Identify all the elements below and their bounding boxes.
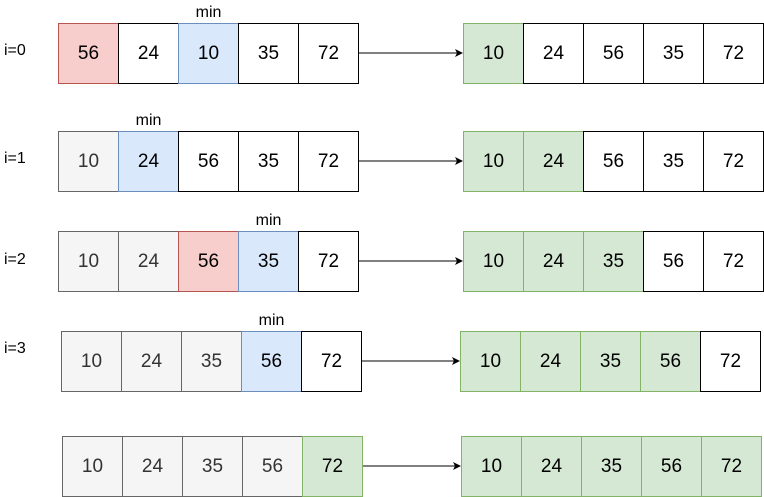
- after-array-cell: 24: [523, 131, 584, 192]
- after-array-cell: 35: [580, 331, 641, 392]
- before-array-cell: 35: [238, 131, 299, 192]
- before-array-cell: 56: [242, 436, 303, 497]
- before-array-cell: 24: [118, 23, 179, 84]
- min-label: min: [255, 212, 282, 229]
- min-label: min: [258, 312, 285, 329]
- after-array-cell: 72: [703, 231, 764, 292]
- before-array-cell: 10: [58, 231, 119, 292]
- iteration-label: i=3: [4, 340, 26, 357]
- before-array-cell: 72: [298, 23, 359, 84]
- after-array-cell: 10: [460, 331, 521, 392]
- after-array-cell: 56: [643, 231, 704, 292]
- before-array-cell: 56: [178, 231, 239, 292]
- before-array-cell: 35: [181, 331, 242, 392]
- before-array-cell: 10: [58, 131, 119, 192]
- after-array-cell: 10: [461, 436, 522, 497]
- before-array-cell: 72: [298, 131, 359, 192]
- before-array-cell: 10: [178, 23, 239, 84]
- before-array-cell: 35: [238, 231, 299, 292]
- after-array-cell: 56: [583, 131, 644, 192]
- before-array-cell: 56: [241, 331, 302, 392]
- after-array-cell: 35: [643, 131, 704, 192]
- before-array-cell: 35: [182, 436, 243, 497]
- before-array-cell: 72: [302, 436, 363, 497]
- after-array-cell: 35: [643, 23, 704, 84]
- before-array-cell: 10: [61, 331, 122, 392]
- after-array-cell: 35: [583, 231, 644, 292]
- before-array-cell: 72: [298, 231, 359, 292]
- iteration-label: i=1: [4, 150, 26, 167]
- after-array-cell: 24: [523, 23, 584, 84]
- after-array-cell: 24: [520, 331, 581, 392]
- min-label: min: [135, 112, 162, 129]
- before-array-cell: 10: [62, 436, 123, 497]
- after-array-cell: 72: [703, 131, 764, 192]
- after-array-cell: 56: [641, 436, 702, 497]
- after-array-cell: 10: [463, 23, 524, 84]
- after-array-cell: 10: [463, 231, 524, 292]
- iteration-label: i=2: [4, 251, 26, 268]
- before-array-cell: 24: [118, 231, 179, 292]
- before-array-cell: 56: [178, 131, 239, 192]
- after-array-cell: 24: [521, 436, 582, 497]
- after-array-cell: 56: [583, 23, 644, 84]
- after-array-cell: 72: [703, 23, 764, 84]
- after-array-cell: 72: [701, 436, 762, 497]
- after-array-cell: 72: [700, 331, 761, 392]
- after-array-cell: 10: [463, 131, 524, 192]
- min-label: min: [195, 4, 222, 21]
- before-array-cell: 72: [301, 331, 362, 392]
- before-array-cell: 35: [238, 23, 299, 84]
- after-array-cell: 24: [523, 231, 584, 292]
- after-array-cell: 35: [581, 436, 642, 497]
- before-array-cell: 56: [58, 23, 119, 84]
- before-array-cell: 24: [121, 331, 182, 392]
- iteration-label: i=0: [4, 42, 26, 59]
- before-array-cell: 24: [118, 131, 179, 192]
- before-array-cell: 24: [122, 436, 183, 497]
- after-array-cell: 56: [640, 331, 701, 392]
